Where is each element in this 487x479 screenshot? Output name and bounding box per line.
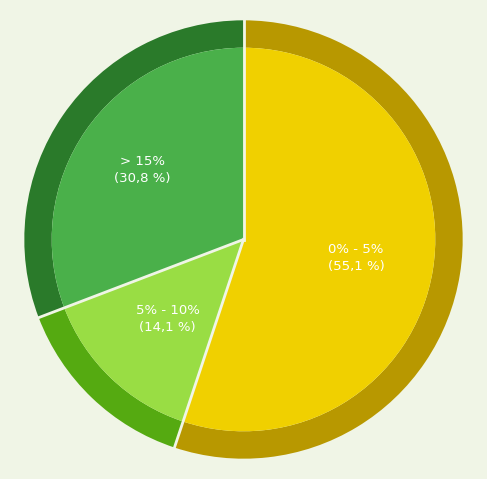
Text: 0% - 5%
(55,1 %): 0% - 5% (55,1 %) — [328, 243, 384, 273]
Text: > 15%
(30,8 %): > 15% (30,8 %) — [114, 155, 170, 185]
Wedge shape — [64, 240, 244, 422]
Wedge shape — [183, 48, 435, 431]
Wedge shape — [52, 48, 244, 308]
Text: 5% - 10%
(14,1 %): 5% - 10% (14,1 %) — [136, 304, 200, 334]
Wedge shape — [38, 308, 183, 447]
Wedge shape — [24, 20, 244, 318]
Wedge shape — [174, 20, 463, 459]
